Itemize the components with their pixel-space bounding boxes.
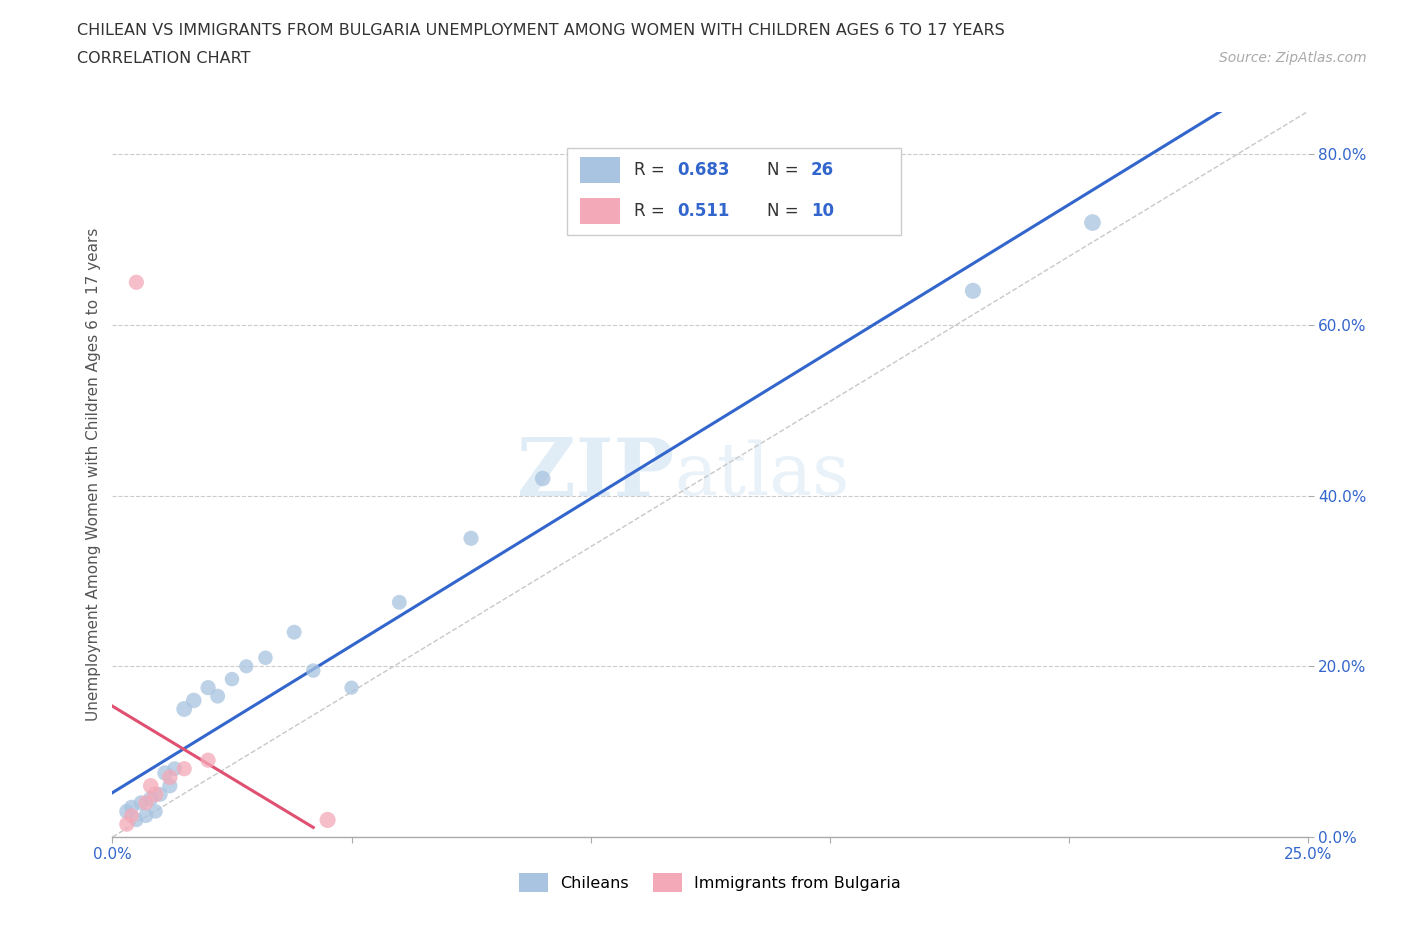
Point bbox=[283, 625, 305, 640]
Point bbox=[163, 762, 186, 777]
Point bbox=[139, 778, 162, 793]
Point bbox=[173, 762, 195, 777]
Point bbox=[115, 817, 138, 831]
Point bbox=[197, 680, 219, 695]
Point bbox=[254, 650, 277, 665]
Point bbox=[159, 778, 181, 793]
Point bbox=[197, 752, 219, 767]
Legend: Chileans, Immigrants from Bulgaria: Chileans, Immigrants from Bulgaria bbox=[512, 867, 908, 898]
Point bbox=[340, 680, 363, 695]
Point bbox=[121, 808, 143, 823]
Point bbox=[153, 765, 176, 780]
Point bbox=[173, 701, 195, 716]
Point bbox=[149, 787, 172, 802]
Point bbox=[121, 800, 143, 815]
Point bbox=[302, 663, 325, 678]
Point bbox=[145, 804, 167, 818]
Point bbox=[145, 787, 167, 802]
Text: ZIP: ZIP bbox=[517, 435, 675, 513]
Point bbox=[125, 275, 148, 290]
Point bbox=[125, 813, 148, 828]
Point bbox=[316, 813, 339, 828]
Point bbox=[460, 531, 482, 546]
Point bbox=[135, 795, 157, 810]
Point bbox=[139, 791, 162, 806]
Point bbox=[159, 770, 181, 785]
Point bbox=[221, 671, 243, 686]
Text: CORRELATION CHART: CORRELATION CHART bbox=[77, 51, 250, 66]
Point bbox=[207, 689, 229, 704]
Point bbox=[1081, 215, 1104, 230]
Point bbox=[531, 472, 554, 486]
Text: Source: ZipAtlas.com: Source: ZipAtlas.com bbox=[1219, 51, 1367, 65]
Point bbox=[388, 595, 411, 610]
Point bbox=[135, 808, 157, 823]
Point bbox=[129, 795, 152, 810]
Point bbox=[962, 284, 984, 299]
Point bbox=[115, 804, 138, 818]
Text: CHILEAN VS IMMIGRANTS FROM BULGARIA UNEMPLOYMENT AMONG WOMEN WITH CHILDREN AGES : CHILEAN VS IMMIGRANTS FROM BULGARIA UNEM… bbox=[77, 23, 1005, 38]
Y-axis label: Unemployment Among Women with Children Ages 6 to 17 years: Unemployment Among Women with Children A… bbox=[86, 228, 101, 721]
Point bbox=[235, 658, 257, 673]
Text: atlas: atlas bbox=[675, 439, 849, 510]
Point bbox=[183, 693, 205, 708]
